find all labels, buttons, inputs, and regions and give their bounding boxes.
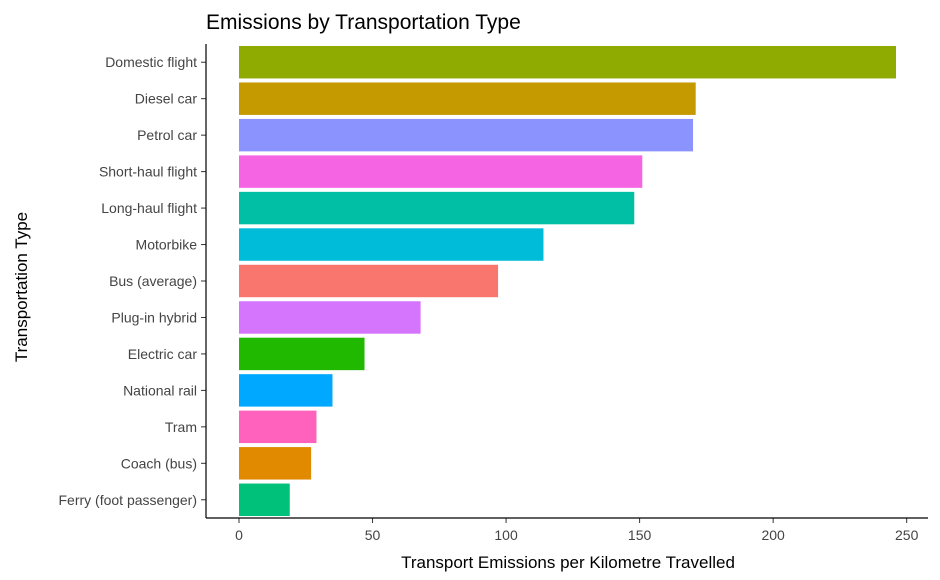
bar-electric-car — [239, 337, 365, 371]
bar-plug-in-hybrid — [239, 301, 421, 334]
y-tick-label: Domestic flight — [105, 54, 197, 70]
y-tick-label: National rail — [123, 382, 197, 398]
y-tick-label: Diesel car — [135, 91, 198, 107]
chart-title: Emissions by Transportation Type — [206, 11, 521, 34]
bar-ferry-foot-passenger — [239, 483, 290, 516]
bar-bus-average — [239, 264, 499, 298]
y-tick-label: Coach (bus) — [121, 455, 197, 471]
y-tick-label: Tram — [165, 419, 197, 435]
x-axis-title: Transport Emissions per Kilometre Travel… — [401, 553, 735, 572]
bar-domestic-flight — [239, 46, 896, 79]
bar-tram — [239, 410, 317, 444]
bar-short-haul-flight — [239, 155, 643, 188]
bar-coach-bus — [239, 447, 312, 480]
y-tick-label: Plug-in hybrid — [111, 309, 197, 325]
bar-diesel-car — [239, 82, 696, 115]
x-tick-label: 0 — [235, 527, 243, 543]
x-axis-ticks: 0 50 100 150 200 250 — [235, 518, 919, 543]
x-tick-label: 100 — [494, 527, 518, 543]
bars-group — [239, 46, 896, 516]
x-tick-label: 50 — [365, 527, 381, 543]
y-axis-title: Transportation Type — [12, 212, 31, 362]
bar-petrol-car — [239, 118, 694, 152]
y-tick-label: Ferry (foot passenger) — [59, 492, 198, 508]
x-tick-label: 200 — [761, 527, 785, 543]
bar-national-rail — [239, 374, 333, 407]
y-tick-label: Motorbike — [136, 237, 198, 253]
bar-long-haul-flight — [239, 191, 635, 225]
x-tick-label: 150 — [628, 527, 652, 543]
y-tick-label: Short-haul flight — [99, 164, 197, 180]
x-tick-label: 250 — [895, 527, 919, 543]
y-tick-label: Petrol car — [137, 127, 197, 143]
y-tick-label: Electric car — [128, 346, 198, 362]
y-tick-label: Long-haul flight — [101, 200, 197, 216]
y-tick-label: Bus (average) — [109, 273, 197, 289]
y-axis-ticks: Domestic flight Diesel car Petrol car Short… — [59, 54, 206, 508]
bar-motorbike — [239, 228, 544, 261]
